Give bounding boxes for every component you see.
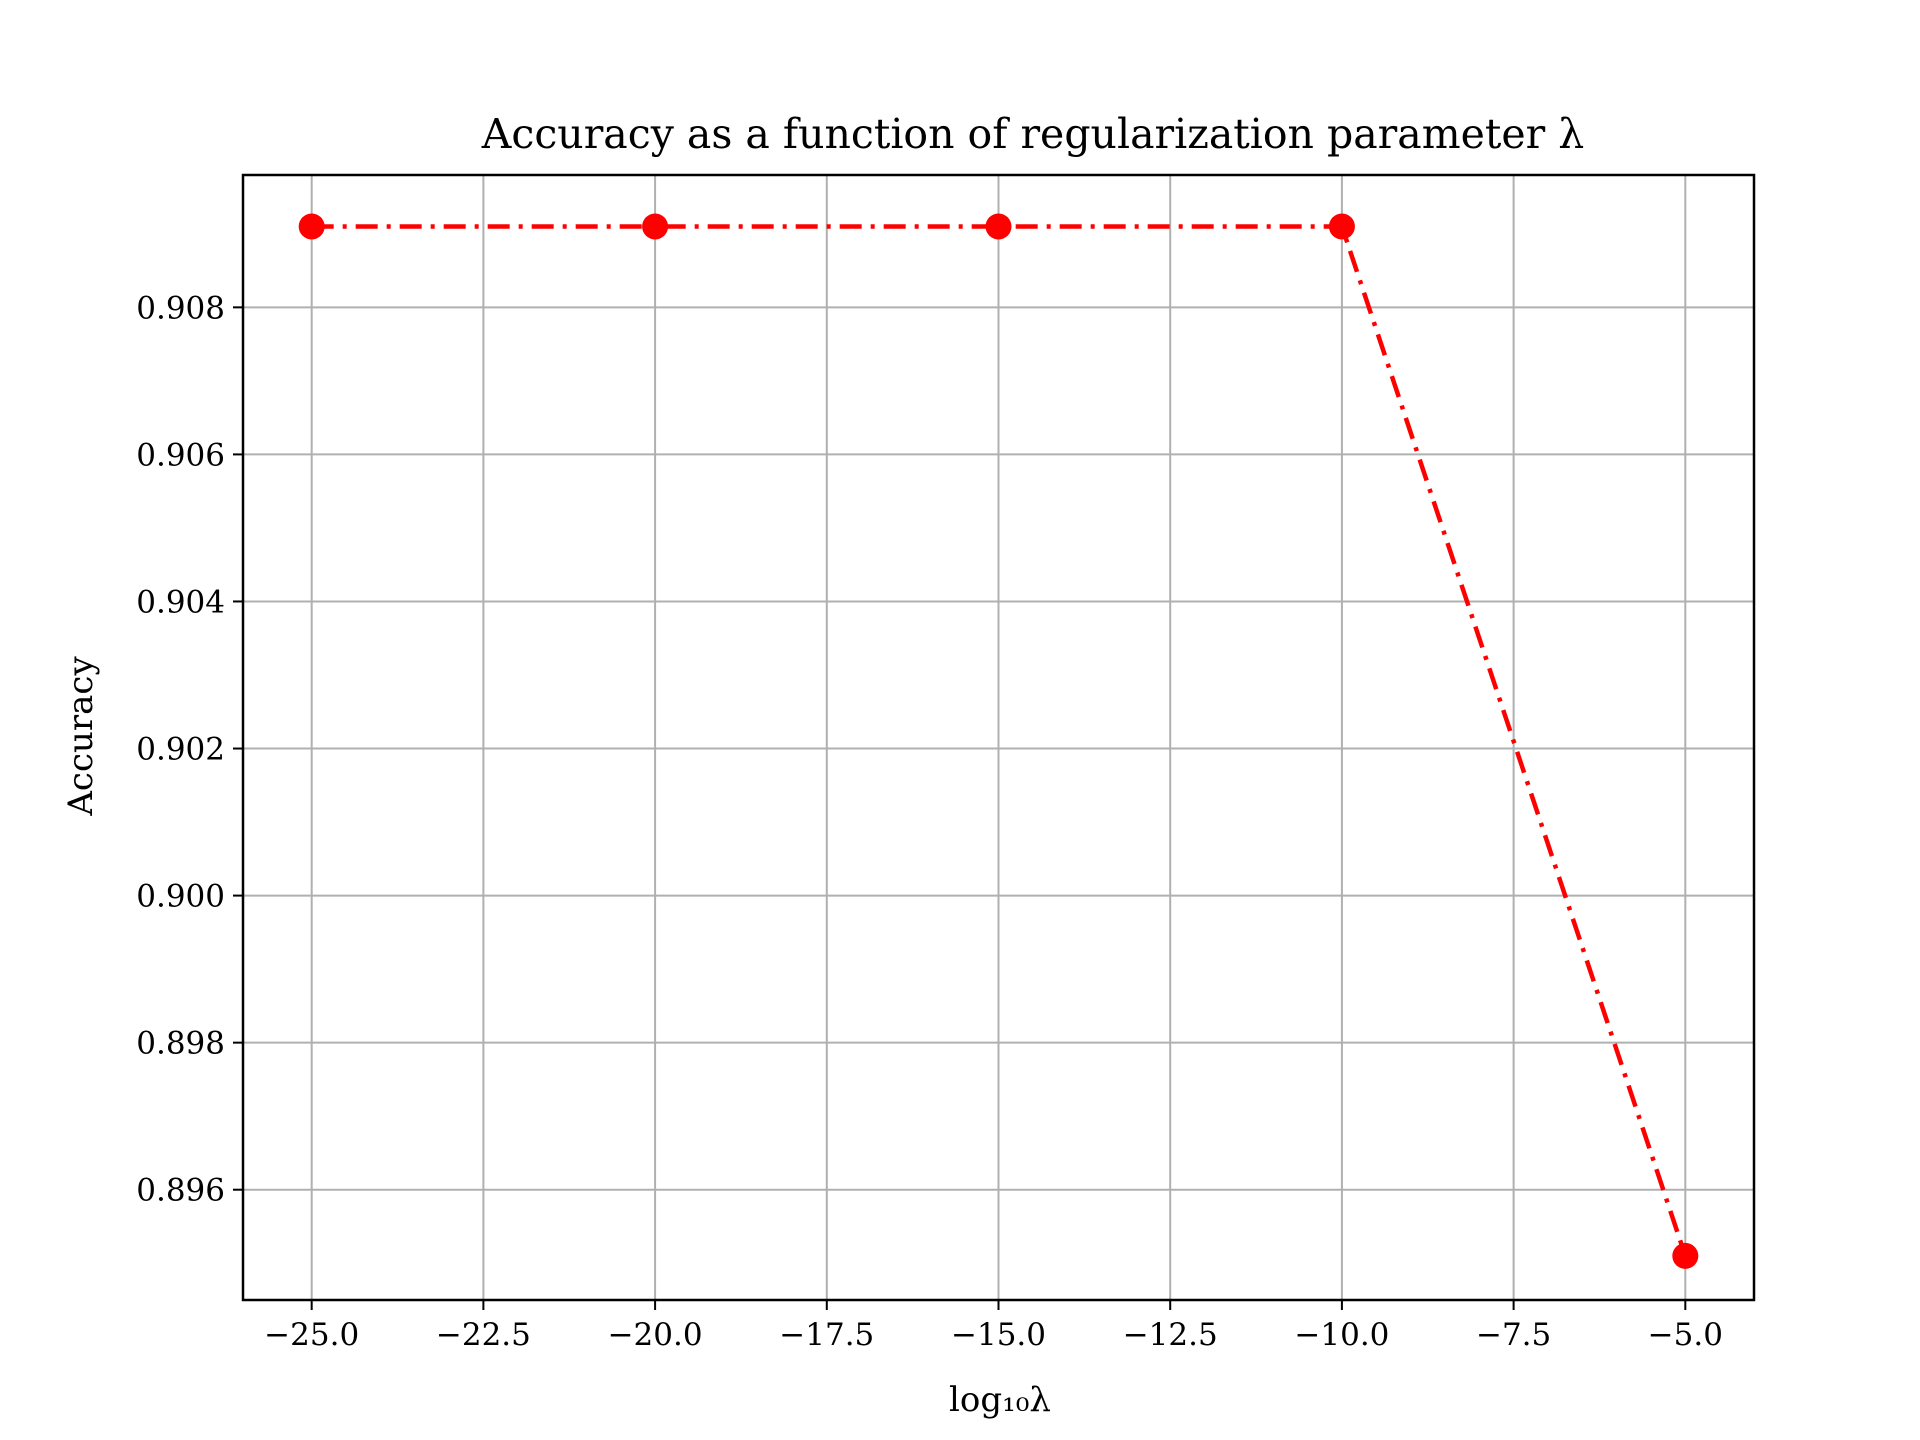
y-tick-label: 0.898 — [136, 1026, 225, 1062]
data-point — [642, 213, 669, 240]
series-line — [311, 224, 1688, 1257]
plot-frame — [241, 173, 1756, 1302]
x-tick-label: −10.0 — [1294, 1317, 1389, 1353]
x-tick-label: −7.5 — [1476, 1317, 1551, 1353]
y-tick-label: 0.908 — [136, 290, 225, 326]
y-axis-label: Accuracy — [61, 656, 101, 817]
series-layer — [298, 213, 1699, 1269]
data-point — [298, 213, 325, 240]
x-tick-label: −17.5 — [779, 1317, 874, 1353]
x-tick-label: −12.5 — [1123, 1317, 1218, 1353]
y-tick-label: 0.900 — [136, 879, 225, 915]
axes-layer: −25.0 −22.5 −20.0 −17.5 −15.0 −12.5 −10.0 −7.5 −… — [136, 173, 1756, 1353]
y-tick-label: 0.902 — [136, 732, 225, 768]
data-point — [985, 213, 1012, 240]
y-tick-label: 0.896 — [136, 1173, 225, 1209]
y-tick-label: 0.906 — [136, 437, 225, 473]
x-tick-label: −20.0 — [608, 1317, 703, 1353]
x-axis-label: log₁₀λ — [949, 1380, 1051, 1420]
y-tick-label: 0.904 — [136, 584, 225, 620]
x-tick-label: −5.0 — [1648, 1317, 1723, 1353]
x-tick-label: −25.0 — [264, 1317, 359, 1353]
grid-layer — [243, 175, 1754, 1300]
data-point — [1672, 1242, 1699, 1269]
data-point — [1328, 213, 1355, 240]
chart-title: Accuracy as a function of regularization… — [481, 110, 1584, 158]
x-tick-label: −15.0 — [951, 1317, 1046, 1353]
x-tick-label: −22.5 — [436, 1317, 531, 1353]
